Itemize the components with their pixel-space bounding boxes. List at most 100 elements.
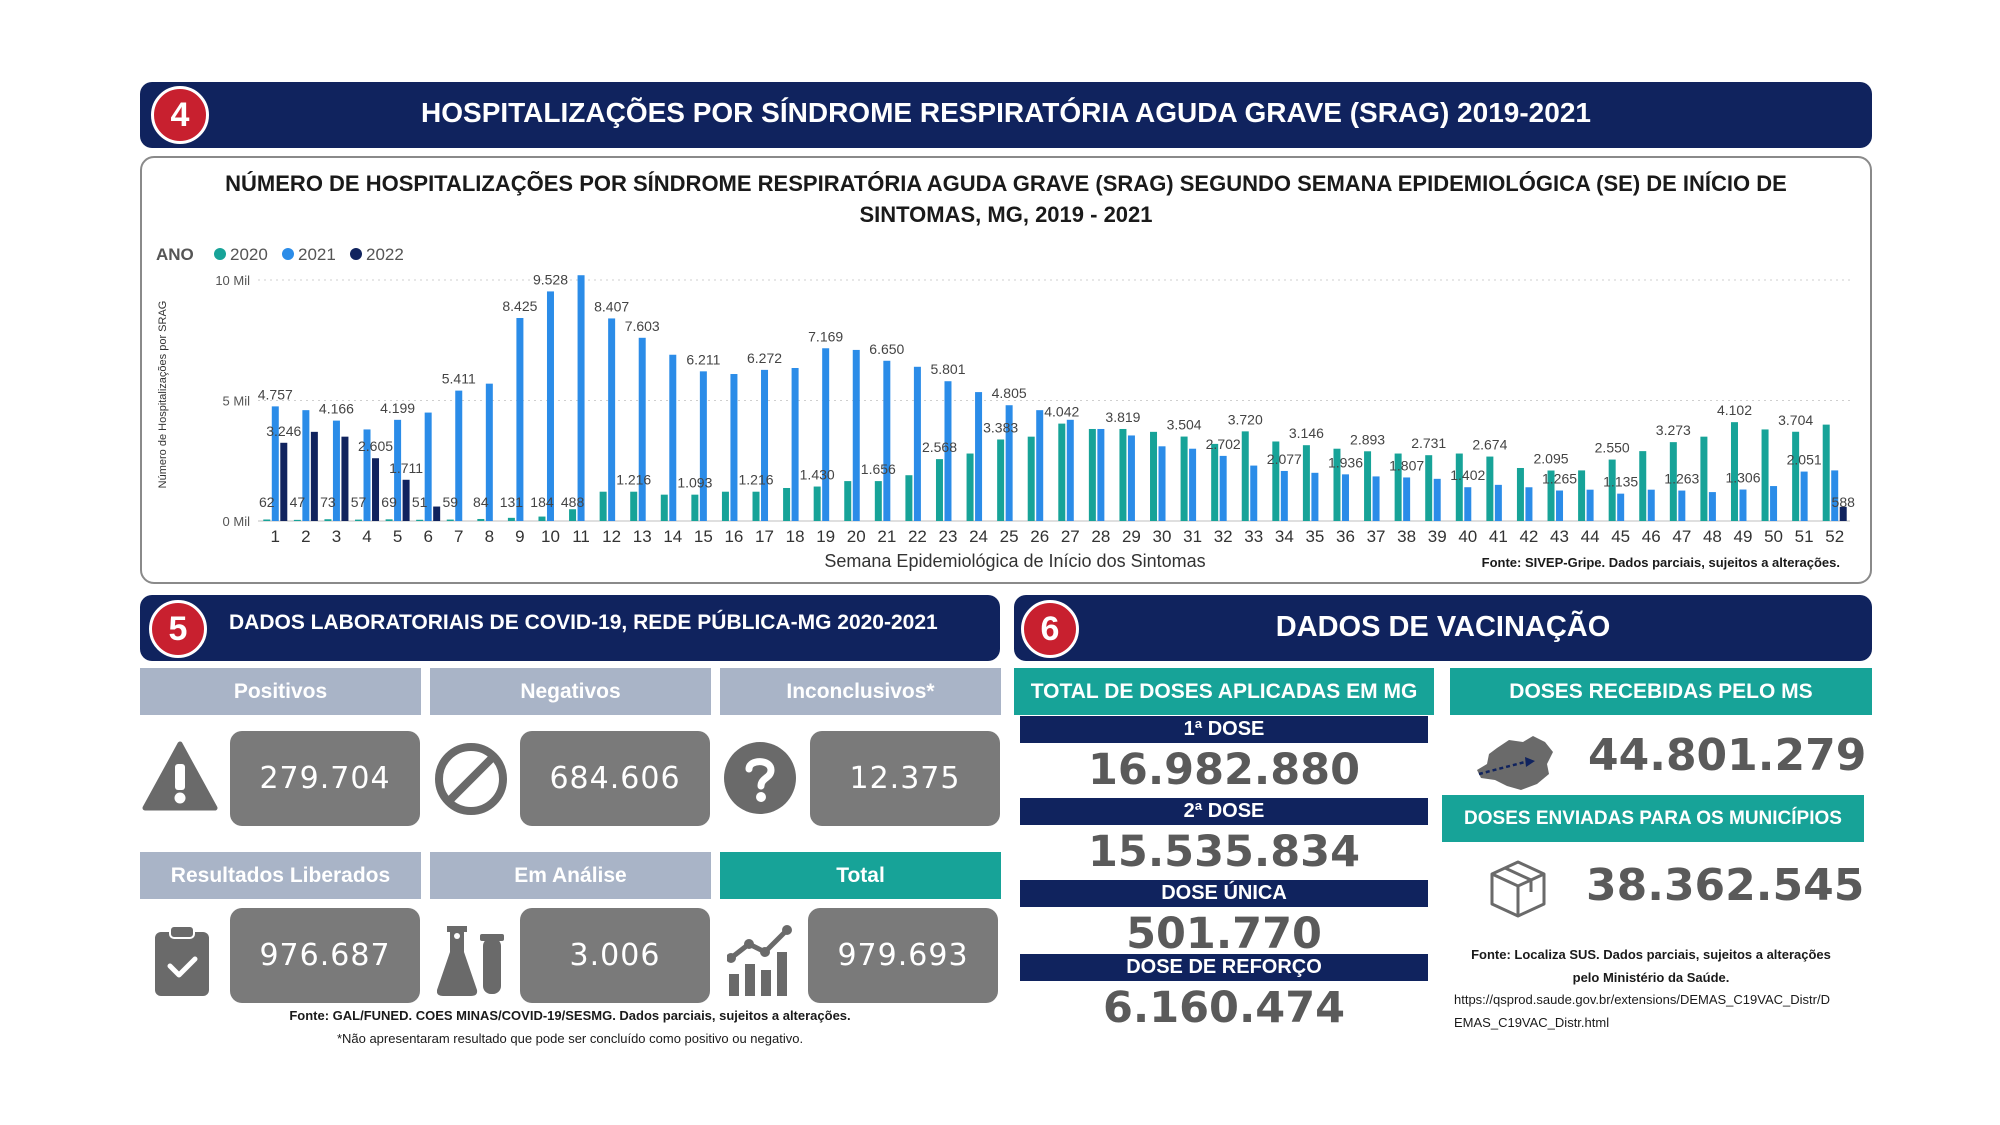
- bar-2020-se6: [416, 519, 424, 521]
- bar-2020-se29: [1119, 428, 1127, 521]
- single-dose-value: 501.770: [1126, 909, 1322, 959]
- bar-2020-se47: [1669, 442, 1677, 521]
- bar-2021-se20: [852, 349, 860, 521]
- data-label: 57: [351, 494, 367, 510]
- bar-2020-se32: [1211, 443, 1219, 521]
- minas-gerais-map-icon: [1477, 736, 1553, 790]
- second-dose-label: 2ª DOSE: [1020, 798, 1428, 825]
- data-label: 47: [290, 494, 306, 510]
- bar-2020-se2: [293, 519, 301, 521]
- x-tick-label: 16: [724, 527, 743, 546]
- data-label: 5.411: [442, 371, 476, 387]
- bar-2021-se8: [485, 383, 493, 521]
- x-tick-label: 27: [1061, 527, 1080, 546]
- bar-2021-se6: [424, 412, 432, 521]
- bar-2020-se25: [997, 439, 1005, 521]
- bar-2020-se11: [569, 509, 577, 521]
- bar-2020-se45: [1608, 459, 1616, 521]
- bar-2021-se16: [730, 374, 738, 521]
- x-tick-label: 31: [1183, 527, 1202, 546]
- doses-sent-header: DOSES ENVIADAS PARA OS MUNICÍPIOS: [1442, 795, 1864, 842]
- bar-2021-se23: [944, 381, 952, 521]
- bar-2020-se4: [355, 519, 363, 521]
- data-label: 588: [1832, 494, 1856, 510]
- vaccination-source-url-line1[interactable]: https://qsprod.saude.gov.br/extensions/D…: [1454, 992, 1830, 1007]
- doses-sent-value: 38.362.545: [1586, 860, 1865, 911]
- vaccination-source-line1: Fonte: Localiza SUS. Dados parciais, suj…: [1471, 947, 1831, 962]
- x-tick-label: 17: [755, 527, 774, 546]
- bar-2020-se28: [1088, 428, 1096, 521]
- legend-label-2020: 2020: [230, 245, 268, 264]
- data-label: 1.711: [389, 460, 423, 476]
- bar-2021-se44: [1586, 489, 1594, 521]
- bar-2020-se14: [660, 494, 668, 521]
- growth-chart-icon: [727, 925, 792, 996]
- data-label: 2.674: [1472, 437, 1507, 453]
- bar-2021-se19: [822, 348, 830, 521]
- chart-title: NÚMERO DE HOSPITALIZAÇÕES POR SÍNDROME R…: [225, 171, 1787, 227]
- data-label: 3.246: [266, 423, 301, 439]
- bar-2021-se21: [883, 360, 891, 521]
- x-tick-label: 45: [1611, 527, 1630, 546]
- lab-source: Fonte: GAL/FUNED. COES MINAS/COVID-19/SE…: [289, 1008, 851, 1023]
- second-dose-value: 15.535.834: [1087, 827, 1361, 877]
- x-tick-label: 2: [301, 527, 310, 546]
- vaccination-source-url-line2[interactable]: EMAS_C19VAC_Distr.html: [1454, 1015, 1610, 1030]
- bar-2020-se20: [844, 481, 852, 521]
- x-tick-label: 30: [1153, 527, 1172, 546]
- bar-2020-se46: [1639, 451, 1647, 521]
- y-tick-label: 10 Mil: [215, 273, 250, 288]
- data-label: 73: [320, 494, 336, 510]
- x-tick-label: 26: [1030, 527, 1049, 546]
- bar-2020-se13: [630, 491, 638, 521]
- data-label: 7.603: [625, 318, 660, 334]
- bar-2021-se2: [302, 410, 310, 521]
- x-tick-label: 32: [1214, 527, 1233, 546]
- section6-number-badge: 6: [1021, 600, 1079, 658]
- clipboard-check-icon: [155, 925, 209, 996]
- x-tick-label: 13: [633, 527, 652, 546]
- bar-2022-se52: [1839, 506, 1847, 521]
- x-tick-label: 3: [332, 527, 341, 546]
- bar-2020-se50: [1761, 429, 1769, 521]
- x-tick-label: 20: [847, 527, 866, 546]
- data-label: 8.425: [502, 298, 537, 314]
- inconclusivos-value: 12.375: [810, 731, 1000, 826]
- x-tick-label: 36: [1336, 527, 1355, 546]
- x-tick-label: 44: [1581, 527, 1600, 546]
- bar-2021-se11: [577, 275, 585, 521]
- bar-2020-se43: [1547, 470, 1555, 521]
- section6-banner: 6 DADOS DE VACINAÇÃO: [1014, 595, 1872, 661]
- bar-2020-se5: [385, 519, 393, 521]
- bar-2020-se37: [1364, 451, 1372, 521]
- x-tick-label: 12: [602, 527, 621, 546]
- bar-2020-se24: [966, 453, 974, 521]
- data-label: 1.135: [1603, 474, 1638, 490]
- bar-2020-se15: [691, 494, 699, 521]
- bar-2021-se48: [1708, 492, 1716, 521]
- data-label: 1.430: [800, 467, 835, 483]
- data-label: 2.605: [358, 438, 393, 454]
- bar-2021-se30: [1158, 446, 1166, 521]
- legend-label-2022: 2022: [366, 245, 404, 264]
- bar-2021-se5: [394, 419, 402, 521]
- y-axis-label: Número de Hospitalizações por SRAG: [157, 301, 169, 489]
- data-label: 6.650: [869, 341, 904, 357]
- x-tick-label: 33: [1244, 527, 1263, 546]
- single-dose-label: DOSE ÚNICA: [1020, 880, 1428, 907]
- bar-2021-se51: [1800, 471, 1808, 521]
- bar-2021-se41: [1494, 484, 1502, 521]
- bar-2020-se16: [721, 491, 729, 521]
- x-tick-label: 22: [908, 527, 927, 546]
- data-label: 1.306: [1725, 470, 1760, 486]
- data-label: 3.383: [983, 419, 1018, 435]
- bar-2021-se15: [699, 371, 707, 521]
- bar-2021-se18: [791, 367, 799, 521]
- section5-number-badge: 5: [149, 600, 207, 658]
- data-label: 4.042: [1044, 404, 1079, 420]
- bar-2021-se13: [638, 337, 646, 521]
- x-tick-label: 28: [1091, 527, 1110, 546]
- x-tick-label: 48: [1703, 527, 1722, 546]
- data-label: 84: [473, 494, 489, 510]
- positivos-header: Positivos: [140, 668, 421, 715]
